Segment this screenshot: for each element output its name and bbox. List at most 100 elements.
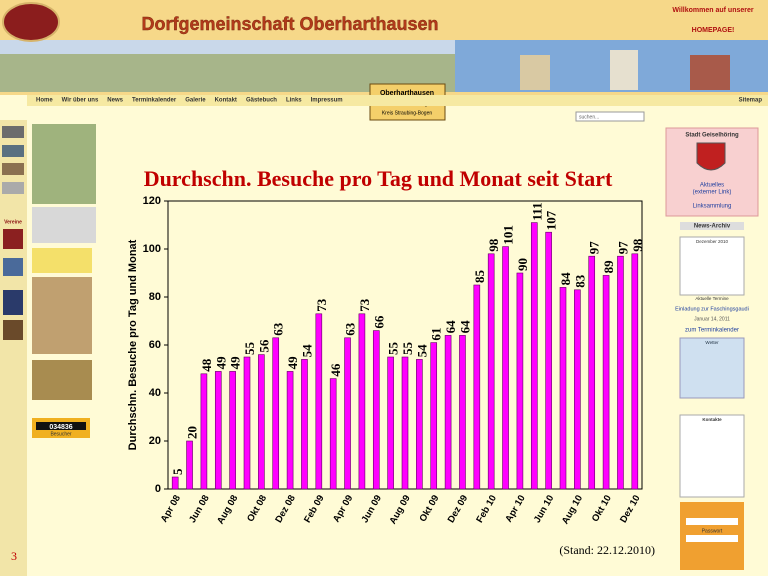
nav-link[interactable]: Terminkalender xyxy=(132,98,177,104)
weather-heading: Wetter xyxy=(705,340,719,345)
y-tick-label: 0 xyxy=(155,483,161,495)
nav-link[interactable]: Impressum xyxy=(311,98,343,104)
bar xyxy=(272,337,280,490)
data-label: 46 xyxy=(328,363,343,377)
data-label: 49 xyxy=(285,356,300,370)
bar xyxy=(344,337,351,490)
data-label: 55 xyxy=(242,342,257,356)
footnote: (Stand: 22.12.2010) xyxy=(559,543,655,557)
bar xyxy=(258,354,265,490)
nav-link[interactable]: Gästebuch xyxy=(246,98,277,104)
data-label: 73 xyxy=(357,298,372,312)
contacts-box xyxy=(679,414,745,498)
club-icon xyxy=(3,229,23,249)
bar xyxy=(516,272,524,490)
nav: Home Wir über uns News Terminkalender Galeri… xyxy=(27,95,768,106)
nav-link[interactable]: Sitemap xyxy=(739,98,763,104)
archive-link[interactable]: News-Archiv xyxy=(694,224,731,230)
left-strip xyxy=(0,120,27,576)
bar xyxy=(329,378,337,490)
chart-title: Durchschn. Besuche pro Tag und Monat sei… xyxy=(144,166,613,191)
nav-link[interactable]: Galerie xyxy=(185,98,206,104)
data-label: 55 xyxy=(400,342,415,356)
bar xyxy=(243,356,251,490)
bar xyxy=(387,356,394,490)
data-label: 66 xyxy=(371,315,386,329)
coat-of-arms xyxy=(696,142,726,171)
y-tick-label: 80 xyxy=(149,291,161,303)
external-note: (externer Link) xyxy=(693,190,732,196)
bar xyxy=(459,335,466,490)
photo-tile xyxy=(520,55,550,90)
login-field[interactable] xyxy=(686,518,738,525)
data-label: 107 xyxy=(544,210,559,230)
weather-box xyxy=(679,337,745,399)
bar xyxy=(214,371,222,490)
y-tick-label: 60 xyxy=(149,339,161,351)
search-placeholder: suchen... xyxy=(579,114,599,120)
bar xyxy=(487,253,495,490)
nav-link[interactable]: News xyxy=(107,98,123,104)
club-icon xyxy=(3,290,23,315)
bar xyxy=(502,246,509,490)
data-label: 73 xyxy=(314,298,329,312)
event-link[interactable]: Einladung zur Faschingsgaudi xyxy=(675,306,749,312)
bar xyxy=(358,313,366,490)
bar xyxy=(186,440,193,490)
data-label: 55 xyxy=(386,342,401,356)
location-district: Kreis Straubing-Bogen xyxy=(382,110,433,116)
visitors-label: Besucher xyxy=(50,431,71,437)
data-label: 63 xyxy=(343,322,358,336)
logo xyxy=(2,2,60,42)
starkbierfest-banner xyxy=(32,277,92,354)
data-label: 49 xyxy=(213,356,228,370)
thumb xyxy=(2,126,24,138)
city-heading: Stadt Geiselhöring xyxy=(685,133,739,139)
links-link[interactable]: Linksammlung xyxy=(693,204,732,210)
bar xyxy=(430,342,438,490)
page-number: 3 xyxy=(11,549,17,563)
counter-display xyxy=(36,422,86,430)
news-link[interactable]: Aktuelles xyxy=(700,183,724,189)
bar xyxy=(617,255,624,490)
data-label: 48 xyxy=(199,358,214,372)
calendar-month: Dezember 2010 xyxy=(696,239,729,244)
data-label: 5 xyxy=(170,468,185,475)
data-label: 61 xyxy=(429,328,444,341)
data-label: 84 xyxy=(558,272,573,286)
data-label: 83 xyxy=(572,274,587,288)
data-label: 90 xyxy=(515,258,530,271)
bar xyxy=(301,359,308,490)
search-box[interactable] xyxy=(575,111,645,122)
weinfest-banner xyxy=(32,360,92,400)
events-heading: Aktuelle Termine xyxy=(695,296,729,301)
bar xyxy=(530,222,538,490)
data-label: 64 xyxy=(443,320,458,334)
dorffest-banner xyxy=(32,248,92,273)
calendar-link[interactable]: zum Terminkalender xyxy=(685,328,739,334)
data-label: 89 xyxy=(601,260,616,274)
nav-link[interactable]: Kontakt xyxy=(215,98,237,104)
bar xyxy=(229,371,236,490)
nav-link[interactable]: Home xyxy=(36,98,53,104)
bar xyxy=(444,335,452,490)
data-label: 98 xyxy=(486,238,501,252)
data-label: 111 xyxy=(529,203,544,221)
clubs-heading: Vereine xyxy=(4,219,22,225)
bar xyxy=(416,359,423,490)
header-sky xyxy=(0,40,455,54)
event-date: Januar 14, 2011 xyxy=(694,316,730,322)
bar xyxy=(631,253,639,490)
password-field[interactable] xyxy=(686,535,738,542)
y-tick-label: 100 xyxy=(143,243,161,255)
bar xyxy=(315,313,323,490)
nav-bar xyxy=(27,95,768,106)
bar xyxy=(574,289,581,490)
nav-link[interactable]: Links xyxy=(286,98,302,104)
data-label: 64 xyxy=(457,320,472,334)
archive-bar xyxy=(680,222,744,230)
thumb xyxy=(2,145,24,157)
contacts-heading: Kontakte xyxy=(702,417,722,422)
y-tick-label: 20 xyxy=(149,435,161,447)
nav-link[interactable]: Wir über uns xyxy=(62,98,99,104)
